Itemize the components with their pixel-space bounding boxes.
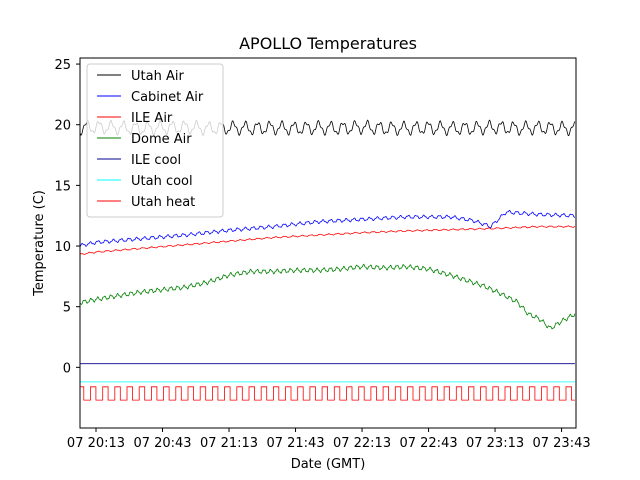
legend-label: Cabinet Air bbox=[131, 90, 204, 105]
chart-title: APOLLO Temperatures bbox=[239, 34, 417, 53]
legend-label: Dome Air bbox=[131, 132, 192, 147]
y-tick-label: 20 bbox=[54, 119, 71, 134]
legend-label: ILE cool bbox=[131, 153, 181, 168]
x-tick-label: 07 20:13 bbox=[67, 436, 125, 451]
x-tick-label: 07 23:43 bbox=[532, 436, 590, 451]
x-tick-label: 07 21:43 bbox=[266, 436, 324, 451]
legend-label: Utah cool bbox=[131, 174, 193, 189]
y-tick-label: 5 bbox=[63, 301, 71, 316]
series-line-dome-air bbox=[80, 263, 576, 330]
legend-label: Utah heat bbox=[131, 195, 195, 210]
y-tick-label: 10 bbox=[54, 240, 71, 255]
plot-frame bbox=[79, 57, 577, 429]
legend-box bbox=[86, 63, 224, 218]
x-tick-label: 07 22:13 bbox=[333, 436, 391, 451]
series-line-utah-heat bbox=[80, 386, 575, 401]
x-tick-label: 07 23:13 bbox=[466, 436, 524, 451]
legend-label: ILE Air bbox=[131, 111, 173, 126]
x-tick-label: 07 21:13 bbox=[200, 436, 258, 451]
legend: Utah Air Cabinet Air ILE Air Dome Air ILE co… bbox=[86, 63, 224, 218]
x-tick-label: 07 22:43 bbox=[399, 436, 457, 451]
y-tick-label: 0 bbox=[63, 361, 71, 376]
y-tick-label: 25 bbox=[54, 58, 71, 73]
legend-label: Utah Air bbox=[131, 69, 184, 84]
series-line-cabinet-air bbox=[80, 209, 575, 247]
y-tick-label: 15 bbox=[54, 179, 71, 194]
y-axis-label: Temperature (C) bbox=[32, 190, 47, 297]
series-line-ile-air bbox=[80, 225, 576, 255]
x-tick-label: 07 20:43 bbox=[133, 436, 191, 451]
x-axis-label: Date (GMT) bbox=[291, 457, 366, 472]
